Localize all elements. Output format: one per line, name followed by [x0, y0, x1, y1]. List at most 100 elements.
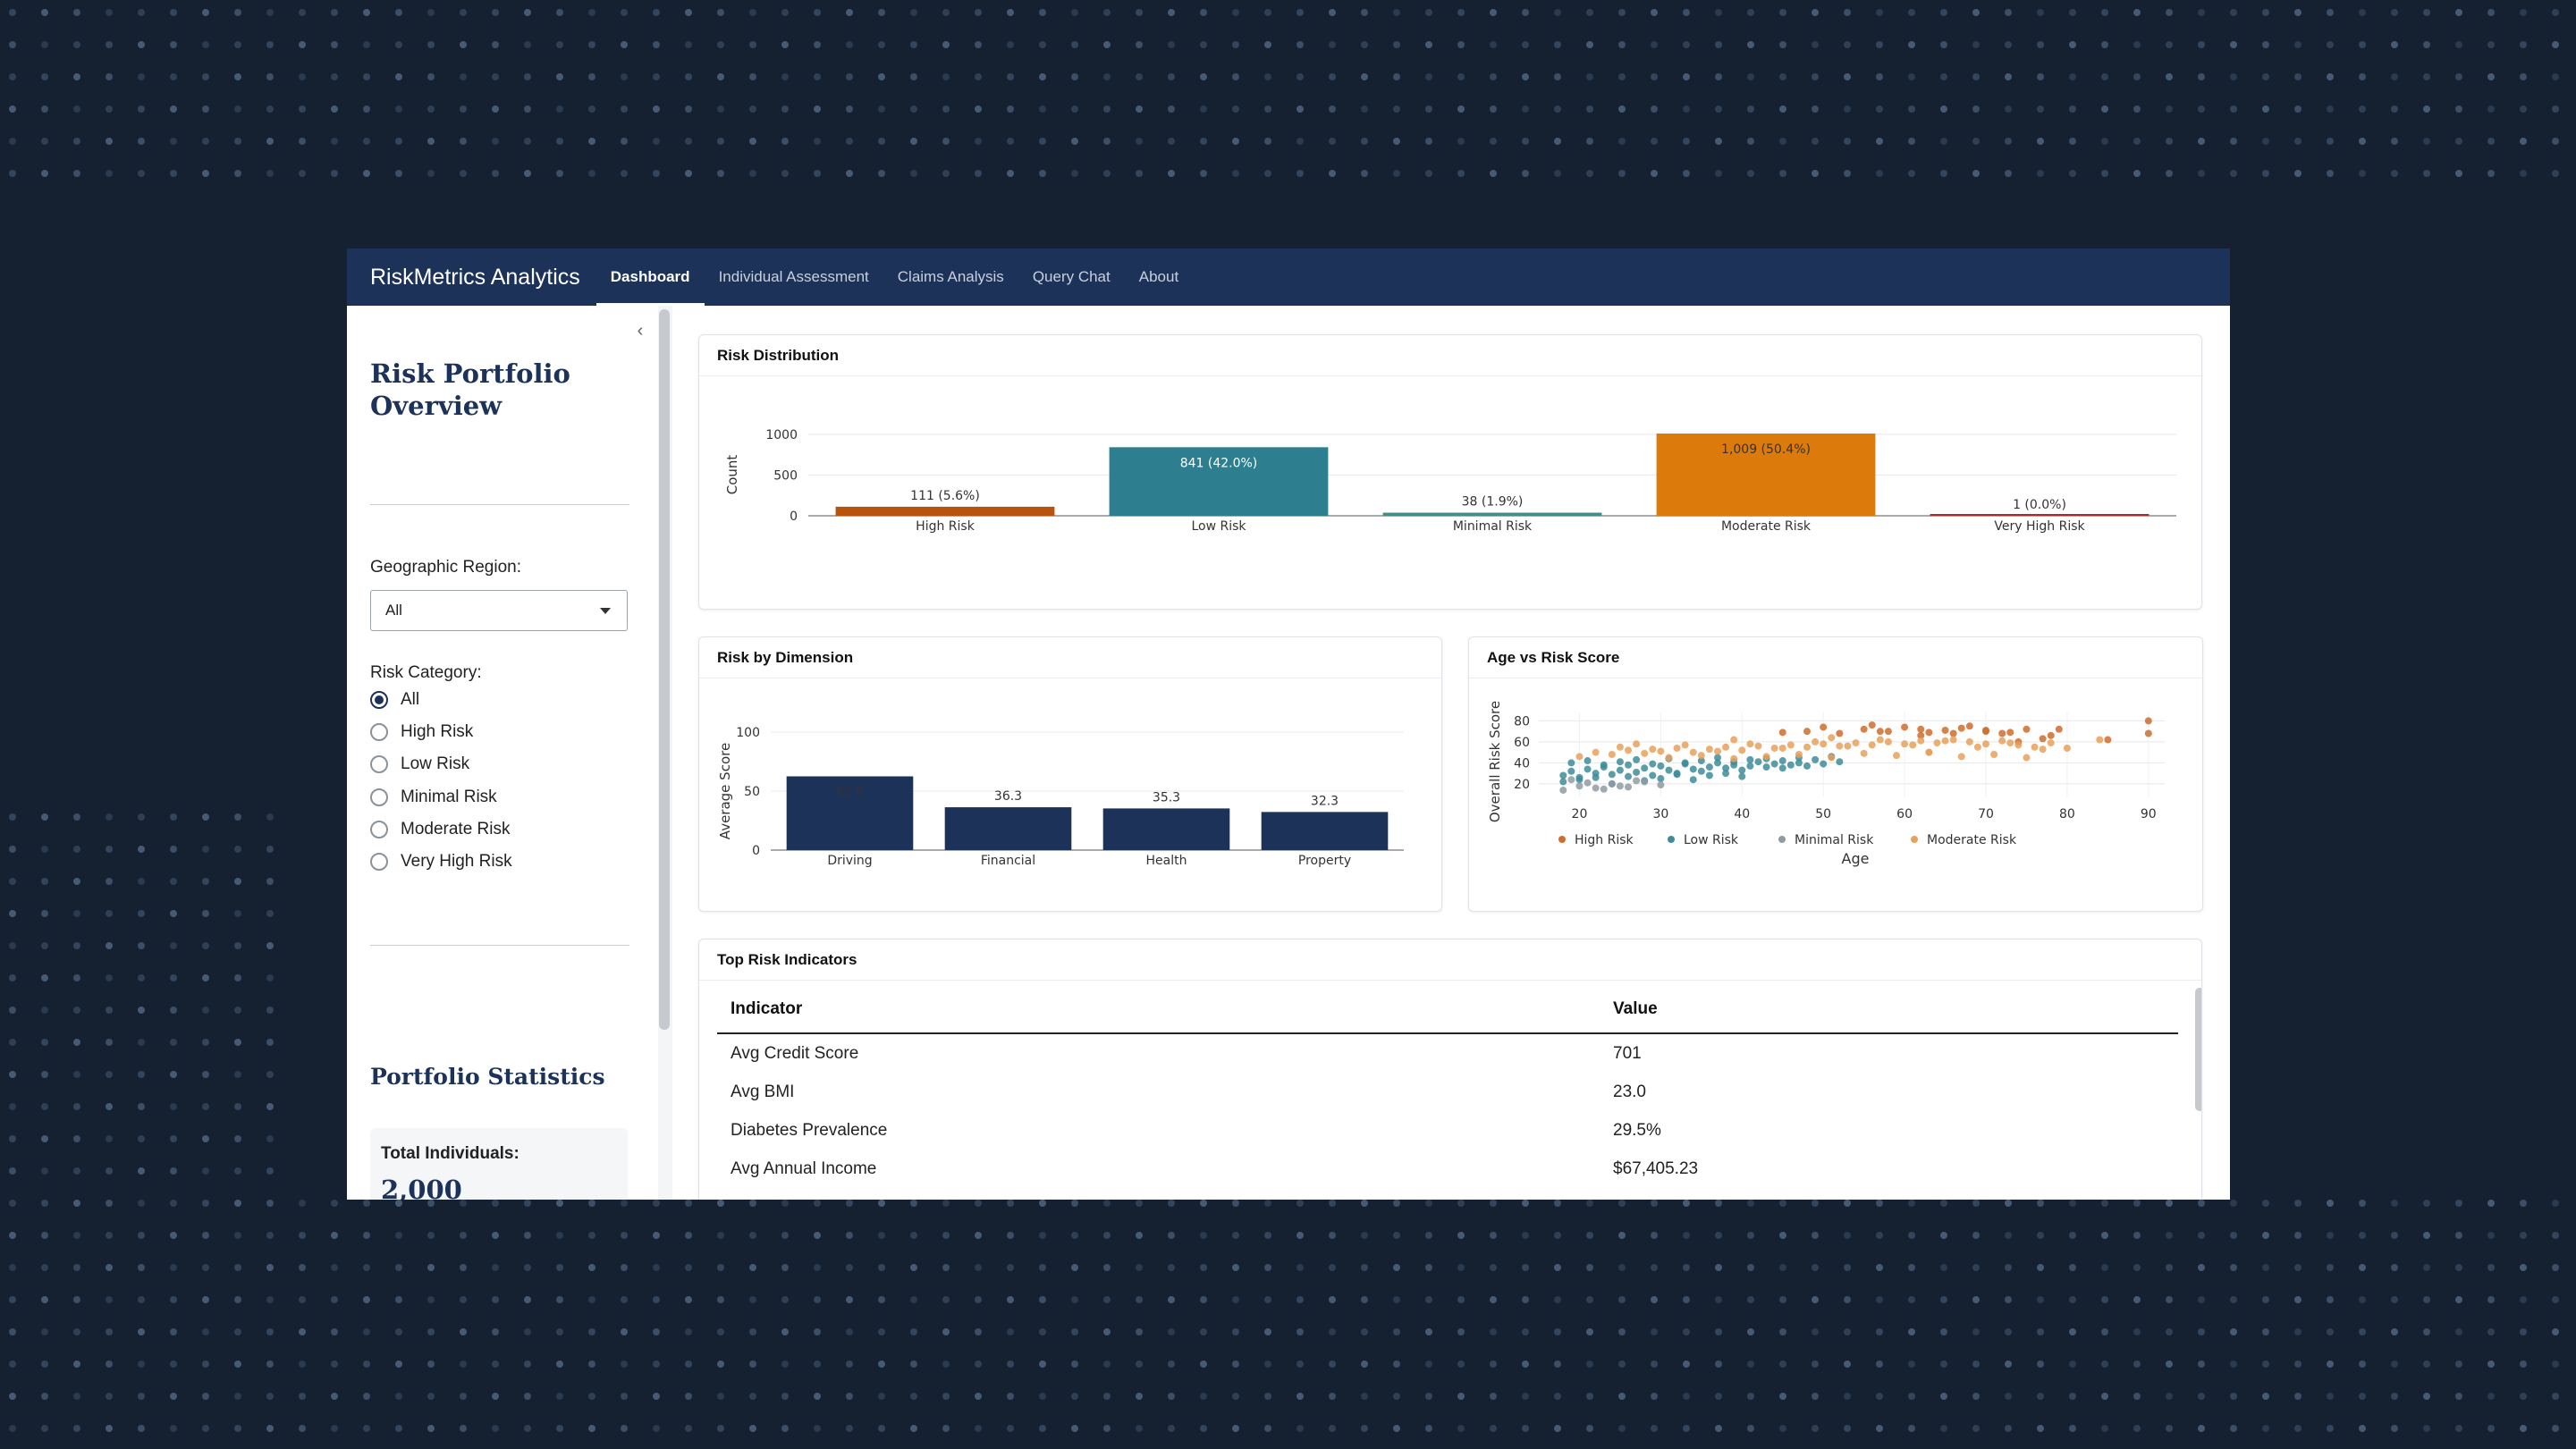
- background-dot: [2230, 41, 2237, 48]
- region-label: Geographic Region:: [370, 558, 521, 577]
- table-row: Diabetes Prevalence 29.5%: [717, 1111, 2178, 1150]
- background-dot: [1007, 1200, 1014, 1207]
- background-dot: [1039, 1328, 1046, 1335]
- data-point: [1575, 782, 1584, 790]
- background-dot: [1103, 1296, 1111, 1303]
- background-dot: [234, 1135, 241, 1142]
- background-dot: [1103, 1328, 1111, 1335]
- background-dot: [266, 1393, 274, 1400]
- background-dot: [1103, 1264, 1111, 1271]
- background-dot: [2133, 41, 2141, 48]
- radio-icon[interactable]: [370, 821, 388, 838]
- tab-individual-assessment[interactable]: Individual Assessment: [718, 268, 869, 285]
- background-dot: [910, 1393, 917, 1400]
- background-dot: [73, 813, 80, 821]
- background-dot: [942, 138, 950, 145]
- radio-very-high-risk[interactable]: Very High Risk: [370, 848, 512, 875]
- column-header-value[interactable]: Value: [1613, 999, 1658, 1018]
- background-dot: [9, 1167, 16, 1175]
- y-axis-label: Overall Risk Score: [1487, 701, 1503, 822]
- tab-query-chat[interactable]: Query Chat: [1032, 268, 1111, 285]
- radio-all[interactable]: All: [370, 687, 419, 713]
- background-dot: [2166, 41, 2173, 48]
- column-header-indicator[interactable]: Indicator: [731, 999, 803, 1018]
- background-dot: [234, 1232, 241, 1239]
- background-dot: [2455, 1425, 2462, 1432]
- background-dot: [588, 1361, 595, 1368]
- background-dot: [2487, 41, 2495, 48]
- radio-icon[interactable]: [370, 853, 388, 871]
- background-dot: [2133, 105, 2141, 113]
- background-dot: [1393, 1393, 1400, 1400]
- background-dot: [685, 1200, 692, 1207]
- background-dot: [1747, 1200, 1754, 1207]
- background-dot: [749, 1328, 756, 1335]
- background-dot: [1618, 105, 1626, 113]
- data-point: [1795, 751, 1803, 758]
- radio-moderate-risk[interactable]: Moderate Risk: [370, 816, 511, 843]
- bar: [1656, 434, 1876, 516]
- background-dot: [556, 1232, 563, 1239]
- legend-marker: [1668, 836, 1675, 843]
- background-dot: [202, 170, 209, 177]
- background-dot: [1103, 1393, 1111, 1400]
- background-dot: [2005, 1296, 2012, 1303]
- background-dot: [1103, 73, 1111, 80]
- data-point: [1778, 757, 1786, 765]
- radio-high-risk[interactable]: High Risk: [370, 719, 473, 746]
- background-dot: [2487, 1361, 2495, 1368]
- background-dot: [202, 1200, 209, 1207]
- radio-checked-icon[interactable]: [370, 691, 388, 709]
- background-dot: [41, 878, 48, 885]
- background-dot: [653, 170, 660, 177]
- table-scrollbar-thumb[interactable]: [2195, 988, 2201, 1111]
- background-dot: [41, 1393, 48, 1400]
- tab-dashboard[interactable]: Dashboard: [595, 249, 705, 306]
- background-dot: [1361, 1200, 1368, 1207]
- radio-minimal-risk[interactable]: Minimal Risk: [370, 784, 497, 811]
- radio-icon[interactable]: [370, 755, 388, 773]
- background-dot: [1136, 9, 1143, 16]
- data-point: [2006, 739, 2014, 747]
- sidebar-scrollbar-thumb[interactable]: [659, 309, 670, 1030]
- background-dot: [106, 138, 113, 145]
- background-dot: [1940, 1200, 1947, 1207]
- background-dot: [621, 1361, 628, 1368]
- chevron-left-icon[interactable]: ‹: [637, 321, 644, 341]
- background-dot: [2455, 1328, 2462, 1335]
- background-dot: [717, 73, 724, 80]
- background-dot: [1200, 1425, 1207, 1432]
- background-dot: [395, 1425, 402, 1432]
- background-dot: [1296, 138, 1304, 145]
- background-dot: [1425, 1200, 1432, 1207]
- radio-low-risk[interactable]: Low Risk: [370, 751, 469, 778]
- background-dot: [1007, 105, 1014, 113]
- background-dot: [1039, 1200, 1046, 1207]
- data-point: [1762, 753, 1770, 761]
- radio-icon[interactable]: [370, 788, 388, 806]
- background-dot: [73, 910, 80, 917]
- tab-claims-analysis[interactable]: Claims Analysis: [897, 268, 1004, 285]
- brand-title[interactable]: RiskMetrics Analytics: [370, 264, 580, 290]
- background-dot: [492, 1393, 499, 1400]
- background-dot: [138, 1425, 145, 1432]
- table-cell: Avg BMI: [731, 1082, 795, 1101]
- background-dot: [1779, 1200, 1786, 1207]
- background-dot: [1232, 1264, 1239, 1271]
- radio-icon[interactable]: [370, 723, 388, 741]
- region-select[interactable]: All: [370, 590, 628, 631]
- background-dot: [1007, 1232, 1014, 1239]
- data-point: [1600, 785, 1608, 793]
- background-dot: [266, 1167, 274, 1175]
- background-dot: [781, 1393, 789, 1400]
- background-dot: [427, 9, 435, 16]
- tab-about[interactable]: About: [1138, 268, 1179, 285]
- background-dot: [106, 1361, 113, 1368]
- background-dot: [202, 813, 209, 821]
- background-dot: [2230, 1425, 2237, 1432]
- background-dot: [1876, 1328, 1883, 1335]
- background-dot: [975, 1393, 982, 1400]
